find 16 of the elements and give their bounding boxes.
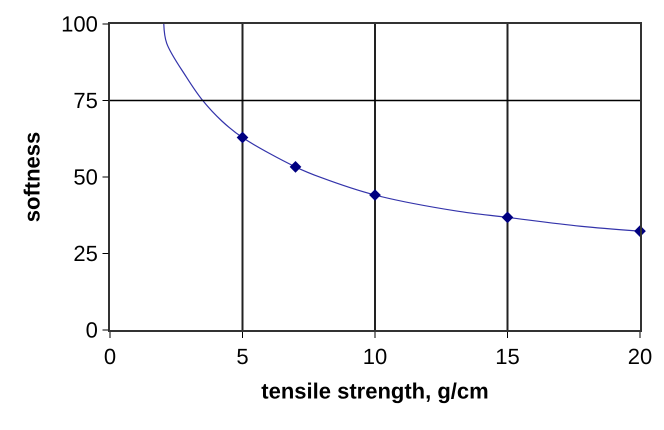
y-tick-label: 50 [73,164,98,190]
y-tick-label: 25 [73,241,98,266]
x-tick-label: 5 [236,344,249,370]
x-axis-title: tensile strength, g/cm [261,378,489,404]
x-tick-label: 0 [104,344,116,370]
y-tick-label: 0 [86,318,98,343]
point [290,161,302,173]
point [502,212,514,224]
y-axis-title: softness [19,132,44,222]
x-tick-label: 20 [628,344,652,370]
point [369,189,381,201]
x-tick-label: 10 [362,344,388,370]
x-tick-label: 15 [495,344,520,370]
y-tick-label: 100 [61,12,98,37]
y-tick-label: 75 [73,88,98,114]
point [236,132,248,144]
